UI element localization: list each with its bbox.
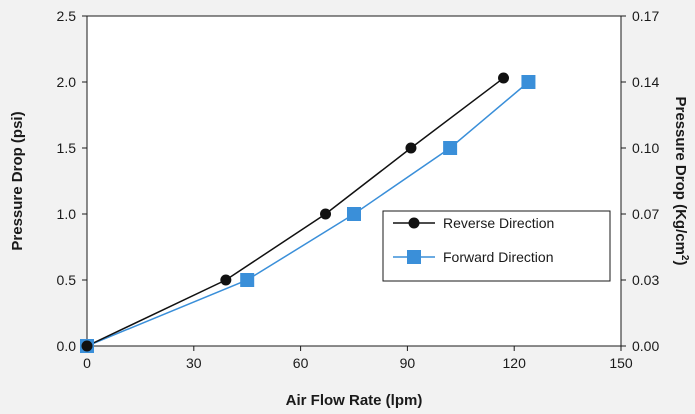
series (80, 72, 536, 353)
y2-tick-label: 0.17 (632, 8, 659, 24)
y-tick-label: 2.0 (57, 74, 77, 90)
legend-label-reverse: Reverse Direction (443, 215, 554, 231)
y-tick-label: 0.5 (57, 272, 77, 288)
y-tick-label: 0.0 (57, 338, 77, 354)
y2-tick-label: 0.00 (632, 338, 659, 354)
ticks: 0 30 60 90 120 150 0.0 0.5 1.0 1.5 2.0 2.5 0.00 0.03 0… (57, 8, 660, 371)
legend-marker-reverse (408, 217, 420, 229)
x-tick-label: 90 (400, 355, 416, 371)
data-point-forward-direction (443, 141, 458, 155)
y2-axis-title-superscript: 2 (679, 255, 690, 261)
y-tick-label: 2.5 (57, 8, 77, 24)
data-point-reverse-direction (405, 142, 417, 154)
legend: Reverse Direction Forward Direction (382, 210, 611, 282)
y2-tick-label: 0.07 (632, 206, 659, 222)
y-axis-title: Pressure Drop (psi) (9, 111, 26, 250)
y2-axis-title: Pressure Drop (Kg/cm2) (672, 97, 690, 266)
y2-tick-label: 0.03 (632, 272, 659, 288)
y-tick-label: 1.0 (57, 206, 77, 222)
y-tick-label: 1.5 (57, 140, 77, 156)
data-point-forward-direction (521, 75, 536, 89)
data-point-reverse-direction (81, 340, 93, 352)
data-point-reverse-direction (320, 208, 332, 220)
x-tick-label: 60 (293, 355, 309, 371)
y2-tick-label: 0.10 (632, 140, 659, 156)
data-point-reverse-direction (220, 274, 232, 286)
data-point-forward-direction (347, 207, 361, 221)
legend-label-forward: Forward Direction (443, 249, 553, 265)
x-tick-label: 30 (186, 355, 202, 371)
legend-marker-forward (407, 250, 421, 264)
x-axis-title: Air Flow Rate (lpm) (286, 392, 423, 409)
data-point-forward-direction (240, 273, 255, 287)
data-point-reverse-direction (498, 72, 510, 84)
y2-tick-label: 0.14 (632, 74, 659, 90)
x-tick-label: 0 (83, 355, 91, 371)
plot-area (86, 15, 622, 347)
x-tick-label: 150 (609, 355, 633, 371)
y2-axis-title-main: Pressure Drop (Kg/cm (672, 97, 689, 255)
y2-axis-title-end: ) (672, 260, 689, 265)
x-tick-label: 120 (503, 355, 527, 371)
